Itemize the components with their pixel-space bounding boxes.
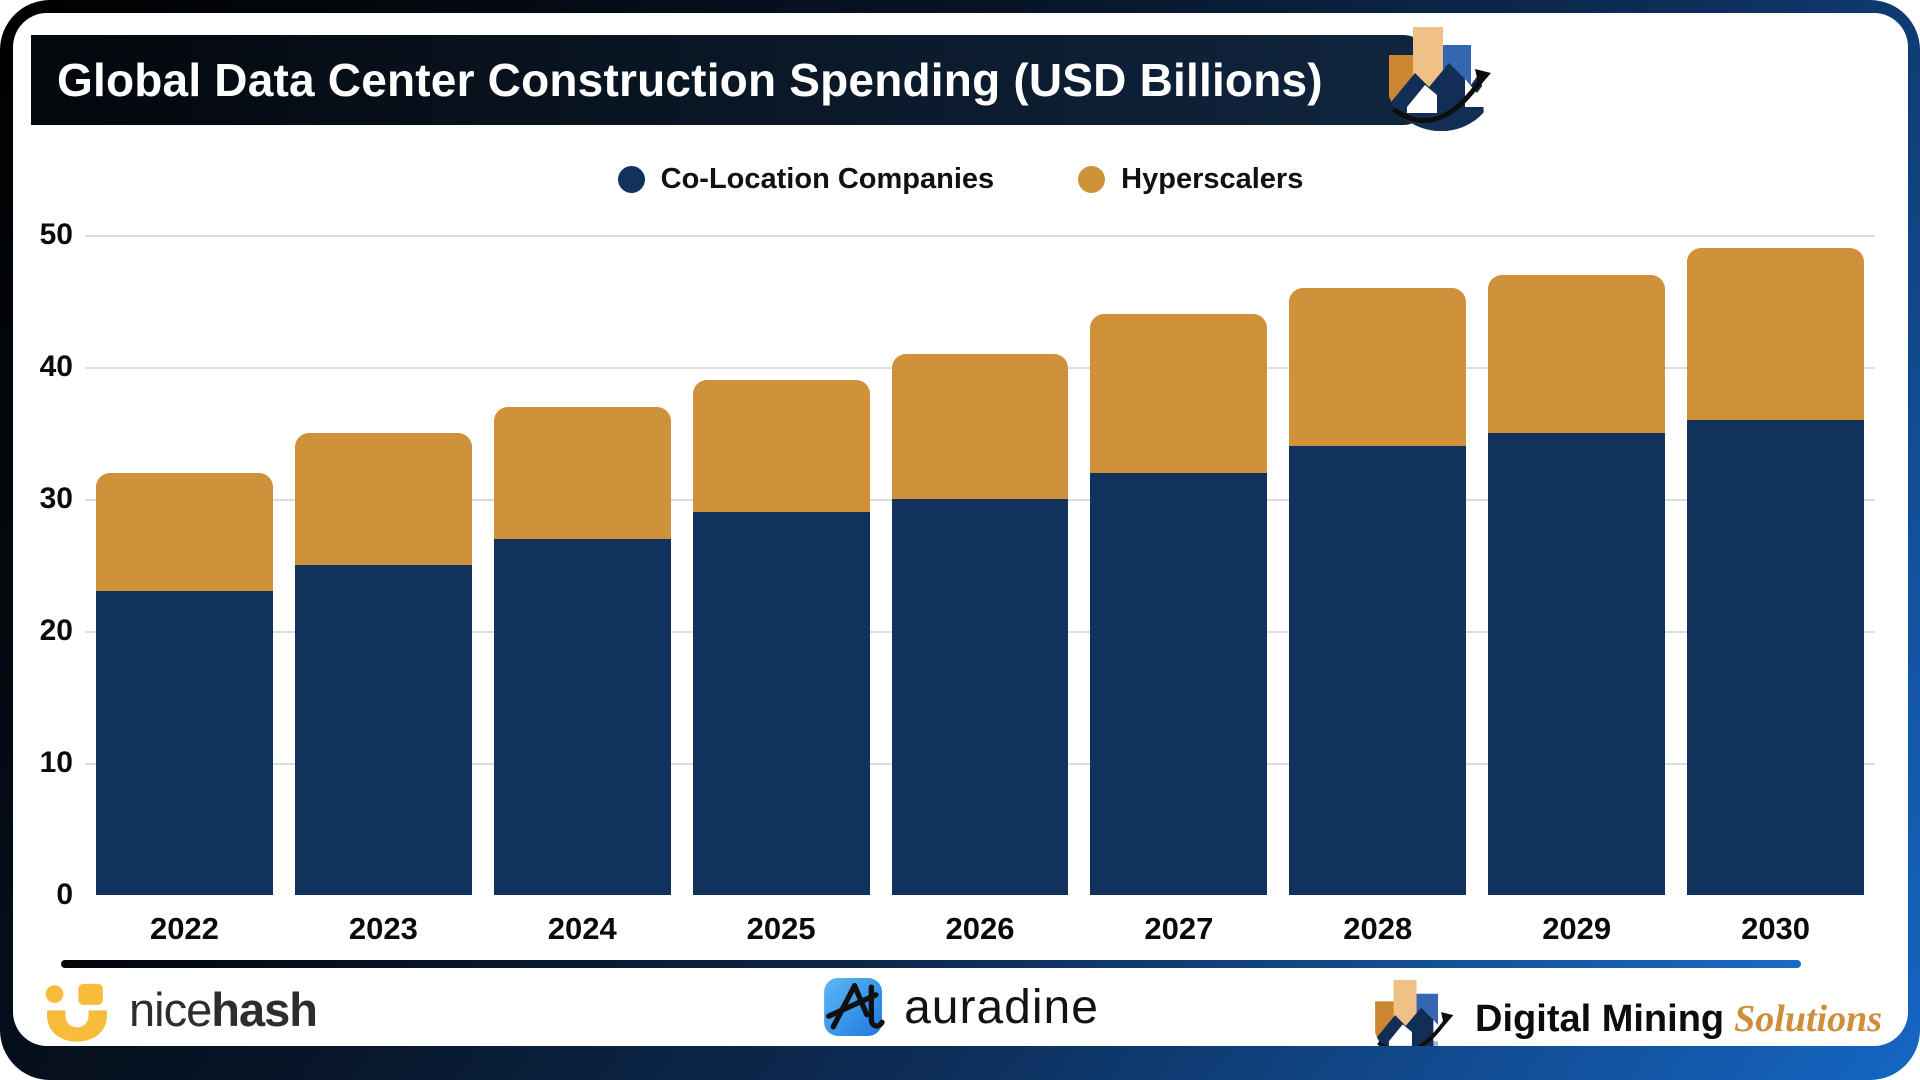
nicehash-wordmark: nicehash <box>129 982 318 1036</box>
bar-2023 <box>294 235 472 895</box>
y-tick-label-40: 40 <box>39 350 73 383</box>
gridline-50 <box>85 235 1875 237</box>
bar-segment-colocation-2023 <box>294 565 472 895</box>
x-tick-label-2029: 2029 <box>1542 911 1612 946</box>
legend-label-hyperscalers: Hyperscalers <box>1121 163 1304 195</box>
y-axis: 0 10 20 30 40 50 <box>39 218 73 911</box>
y-tick-label-0: 0 <box>56 878 73 911</box>
bar-2030 <box>1687 235 1865 895</box>
footer: nicehash <box>13 975 1908 1046</box>
bar-segment-hyperscalers-2027 <box>1090 314 1268 473</box>
legend: Co-Location Companies Hyperscalers <box>13 163 1908 196</box>
legend-label-colocation: Co-Location Companies <box>660 163 995 195</box>
bar-segment-hyperscalers-2024 <box>493 406 671 539</box>
bar-segment-hyperscalers-2030 <box>1687 248 1865 420</box>
bar-2024 <box>493 235 671 895</box>
plot-area <box>85 235 1875 895</box>
digital-mining-solutions-logo: Digital Mining Solutions <box>1369 975 1882 1046</box>
y-tick-label-10: 10 <box>39 746 73 779</box>
x-axis: 2022 2023 2024 2025 2026 2027 2028 2029 2030 <box>85 911 1875 947</box>
bar-segment-hyperscalers-2023 <box>294 433 472 565</box>
auradine-logo: auradine <box>822 975 1099 1039</box>
x-tick-label-2025: 2025 <box>746 911 816 946</box>
bar-2027 <box>1090 235 1268 895</box>
legend-dot-hyperscalers <box>1078 166 1106 193</box>
bar-2025 <box>692 235 870 895</box>
slashed-a-icon <box>823 978 885 1036</box>
bar-segment-hyperscalers-2028 <box>1289 287 1467 447</box>
bar-segment-colocation-2025 <box>692 512 870 895</box>
bar-segment-colocation-2022 <box>96 591 273 895</box>
bar-segment-colocation-2027 <box>1090 472 1268 895</box>
bar-segment-colocation-2029 <box>1488 433 1666 895</box>
bar-segment-colocation-2026 <box>891 499 1069 895</box>
x-tick-label-2024: 2024 <box>547 911 617 946</box>
bar-segment-colocation-2024 <box>493 538 671 895</box>
bar-2026 <box>891 235 1069 895</box>
smiley-icon <box>45 983 107 1042</box>
bars-container <box>85 235 1875 895</box>
legend-item-hyperscalers: Hyperscalers <box>1078 163 1303 196</box>
chart-card: Global Data Center Construction Spending… <box>13 13 1908 1046</box>
legend-item-colocation: Co-Location Companies <box>617 163 995 196</box>
x-tick-label-2027: 2027 <box>1144 911 1214 946</box>
chart-title: Global Data Center Construction Spending… <box>57 54 1323 106</box>
y-tick-label-50: 50 <box>39 218 73 251</box>
bar-segment-colocation-2028 <box>1289 446 1467 895</box>
title-banner: Global Data Center Construction Spending… <box>31 35 1431 125</box>
bar-segment-hyperscalers-2026 <box>891 353 1069 499</box>
dms-wordmark-black: Digital Mining <box>1475 998 1725 1040</box>
bar-segment-hyperscalers-2029 <box>1488 274 1666 433</box>
x-tick-label-2028: 2028 <box>1343 911 1413 946</box>
x-tick-label-2026: 2026 <box>945 911 1015 946</box>
x-tick-label-2023: 2023 <box>348 911 418 946</box>
bar-2029 <box>1488 235 1666 895</box>
nicehash-logo: nicehash <box>43 975 318 1043</box>
y-tick-label-30: 30 <box>39 482 73 515</box>
footer-divider <box>61 960 1801 968</box>
bar-segment-colocation-2030 <box>1687 419 1865 895</box>
auradine-wordmark: auradine <box>904 980 1099 1034</box>
growth-chart-arrow-icon <box>1387 27 1491 131</box>
legend-dot-colocation <box>617 166 645 193</box>
y-tick-label-20: 20 <box>39 614 73 647</box>
bar-2022 <box>96 235 273 895</box>
x-tick-label-2030: 2030 <box>1741 911 1811 946</box>
x-tick-label-2022: 2022 <box>149 911 219 946</box>
bar-2028 <box>1289 235 1467 895</box>
bar-segment-hyperscalers-2022 <box>96 472 273 592</box>
growth-chart-arrow-icon <box>1373 979 1454 1046</box>
bar-segment-hyperscalers-2025 <box>692 380 870 513</box>
dms-wordmark-gold: Solutions <box>1734 998 1882 1040</box>
